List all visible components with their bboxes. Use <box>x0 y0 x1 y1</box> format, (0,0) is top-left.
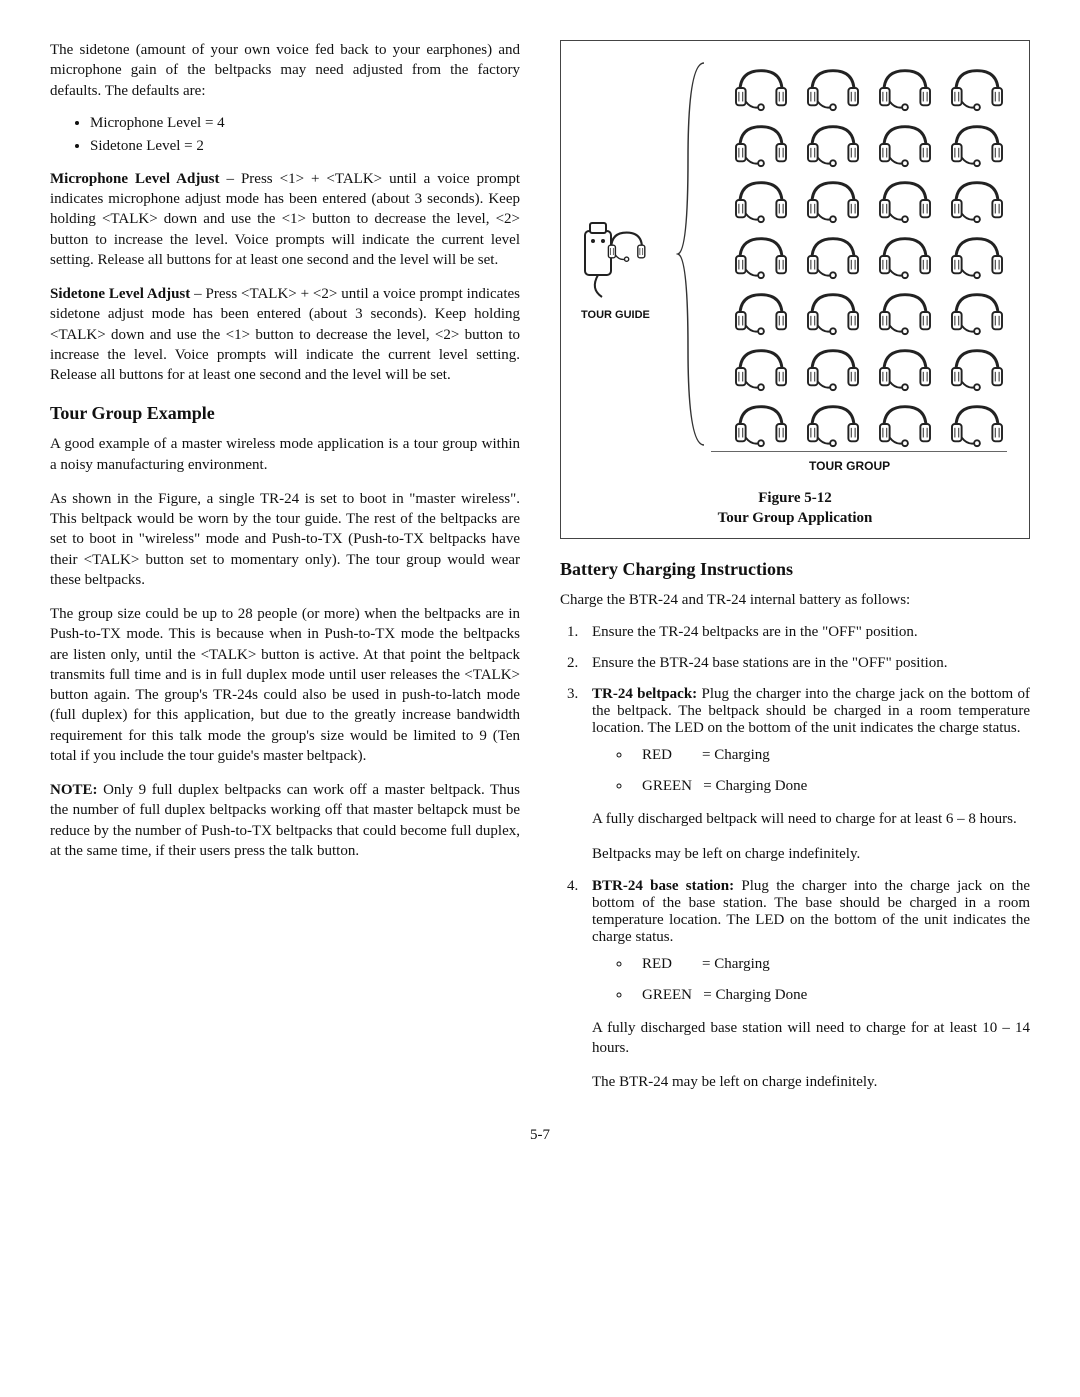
battery-heading: Battery Charging Instructions <box>560 559 1030 580</box>
headphone-icon <box>945 61 1009 115</box>
headphone-icon <box>945 397 1009 451</box>
headphone-icon <box>873 61 937 115</box>
headphone-icon <box>801 61 865 115</box>
tour-diagram: TOUR GUIDE TOUR GROUP <box>571 51 1019 481</box>
figure-title: Tour Group Application <box>718 510 873 526</box>
bracket-icon <box>676 59 706 454</box>
step4-label: BTR-24 base station: <box>592 878 734 894</box>
note-para: NOTE: Only 9 full duplex beltpacks can w… <box>50 780 520 861</box>
battery-step-1: Ensure the TR-24 beltpacks are in the "O… <box>582 624 1030 641</box>
tour-heading: Tour Group Example <box>50 403 520 424</box>
headphone-icon <box>873 173 937 227</box>
step3-p2: A fully discharged beltpack will need to… <box>592 809 1030 829</box>
battery-intro: Charge the BTR-24 and TR-24 internal bat… <box>560 590 1030 610</box>
page-number: 5-7 <box>50 1127 1030 1144</box>
headphone-icon <box>729 285 793 339</box>
mic-adjust-para: Microphone Level Adjust – Press <1> + <T… <box>50 169 520 270</box>
headphone-icon <box>873 117 937 171</box>
note-body: Only 9 full duplex beltpacks can work of… <box>50 782 520 859</box>
headphone-icon <box>801 285 865 339</box>
battery-step-4: BTR-24 base station: Plug the charger in… <box>582 878 1030 1093</box>
tour-p2: As shown in the Figure, a single TR-24 i… <box>50 489 520 590</box>
step3-p3: Beltpacks may be left on charge indefini… <box>592 844 1030 864</box>
headphone-icon <box>873 229 937 283</box>
step4-p3: The BTR-24 may be left on charge indefin… <box>592 1072 1030 1092</box>
headphone-icon <box>945 285 1009 339</box>
led-status-list: RED = Charging GREEN = Charging Done <box>592 956 1030 1004</box>
headphone-icon <box>801 117 865 171</box>
mic-adjust-label: Microphone Level Adjust <box>50 171 220 187</box>
figure-caption: Figure 5-12 Tour Group Application <box>571 489 1019 528</box>
headphone-icon <box>945 229 1009 283</box>
headphone-icon <box>729 397 793 451</box>
step4-p2: A fully discharged base station will nee… <box>592 1018 1030 1059</box>
headphone-icon <box>729 117 793 171</box>
led-green: GREEN = Charging Done <box>632 987 1030 1004</box>
step3-label: TR-24 beltpack: <box>592 686 697 702</box>
led-red: RED = Charging <box>632 956 1030 973</box>
sidetone-adjust-para: Sidetone Level Adjust – Press <TALK> + <… <box>50 284 520 385</box>
battery-step-3: TR-24 beltpack: Plug the charger into th… <box>582 686 1030 864</box>
tour-p1: A good example of a master wireless mode… <box>50 434 520 475</box>
figure-number: Figure 5-12 <box>758 490 831 506</box>
default-item: Sidetone Level = 2 <box>90 138 520 155</box>
group-divider <box>711 451 1007 452</box>
tour-guide-label: TOUR GUIDE <box>581 309 650 321</box>
tour-group-label: TOUR GROUP <box>809 459 890 473</box>
battery-steps: Ensure the TR-24 beltpacks are in the "O… <box>560 624 1030 1092</box>
headphone-icon <box>873 341 937 395</box>
headphone-icon <box>945 173 1009 227</box>
headphone-icon <box>945 117 1009 171</box>
headphone-icon <box>729 341 793 395</box>
sidetone-adjust-label: Sidetone Level Adjust <box>50 286 190 302</box>
battery-step-2: Ensure the BTR-24 base stations are in t… <box>582 655 1030 672</box>
led-green: GREEN = Charging Done <box>632 778 1030 795</box>
headphone-icon <box>801 341 865 395</box>
headphone-icon <box>729 61 793 115</box>
headphone-icon <box>801 173 865 227</box>
note-label: NOTE: <box>50 782 98 798</box>
headphone-icon <box>729 229 793 283</box>
headphone-icon <box>729 173 793 227</box>
intro-text: The sidetone (amount of your own voice f… <box>50 40 520 101</box>
headphone-icon <box>945 341 1009 395</box>
headphone-icon <box>801 229 865 283</box>
tour-guide-icon <box>579 221 649 306</box>
headphone-icon <box>873 285 937 339</box>
led-status-list: RED = Charging GREEN = Charging Done <box>592 747 1030 795</box>
defaults-list: Microphone Level = 4 Sidetone Level = 2 <box>50 115 520 155</box>
default-item: Microphone Level = 4 <box>90 115 520 132</box>
headphone-icon <box>873 397 937 451</box>
tour-p3: The group size could be up to 28 people … <box>50 604 520 766</box>
led-red: RED = Charging <box>632 747 1030 764</box>
figure-box: TOUR GUIDE TOUR GROUP Figure 5-12 Tour G… <box>560 40 1030 539</box>
headphone-icon <box>801 397 865 451</box>
